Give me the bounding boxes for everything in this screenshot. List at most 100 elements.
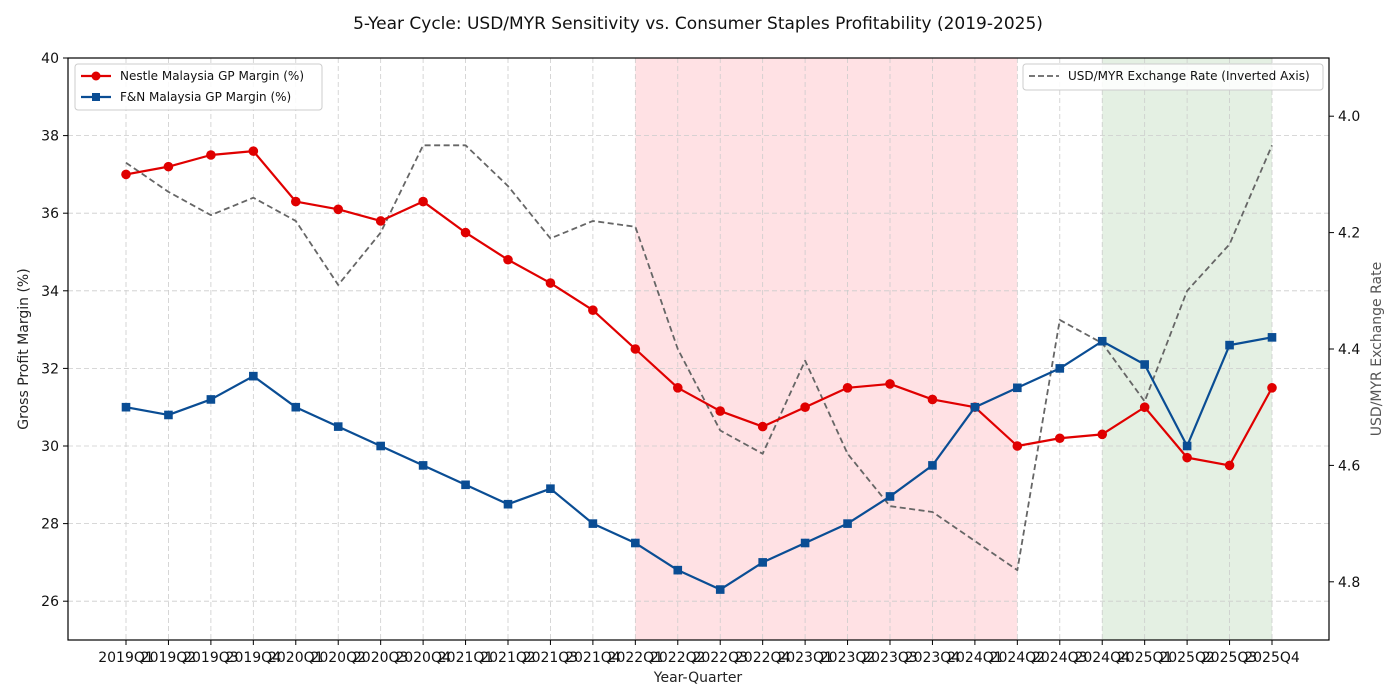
data-point-nestle xyxy=(1097,429,1108,440)
y-tick-label: 34 xyxy=(41,284,59,300)
legend-left-box xyxy=(74,63,323,111)
data-point-fn xyxy=(461,480,470,490)
x-tick-label: 2023Q2 xyxy=(820,650,876,666)
data-point-fn xyxy=(1182,441,1192,451)
data-point-fn xyxy=(1097,336,1107,346)
data-point-nestle xyxy=(333,204,344,215)
data-point-nestle xyxy=(927,394,938,405)
legend-fn-marker xyxy=(92,93,100,101)
x-tick-label: 2023Q3 xyxy=(862,650,918,666)
x-tick-label: 2025Q1 xyxy=(1117,650,1173,666)
x-tick-label: 2021Q1 xyxy=(438,650,494,666)
data-point-fn xyxy=(885,492,895,501)
data-point-fn xyxy=(291,402,301,412)
data-point-fn xyxy=(800,538,810,548)
data-point-fn xyxy=(928,461,937,470)
legend-nestle-label: Nestle Malaysia GP Margin (%) xyxy=(120,69,304,83)
x-tick-label: 2025Q2 xyxy=(1159,650,1215,666)
y-tick-label: 28 xyxy=(41,517,59,533)
x-tick-label: 2024Q4 xyxy=(1074,650,1130,666)
y-right-tick-label: 4.0 xyxy=(1338,109,1360,125)
x-tick-label: 2025Q3 xyxy=(1202,650,1258,666)
data-point-nestle xyxy=(545,278,556,288)
legend-usdmyr-label: USD/MYR Exchange Rate (Inverted Axis) xyxy=(1068,69,1310,83)
x-tick-label: 2022Q4 xyxy=(735,650,791,666)
data-point-nestle xyxy=(1012,441,1023,451)
x-tick-label: 2019Q3 xyxy=(183,650,239,666)
x-tick-label: 2022Q2 xyxy=(650,650,706,666)
x-tick-label: 2024Q1 xyxy=(947,650,1003,666)
data-point-nestle xyxy=(1139,402,1150,413)
x-tick-label: 2019Q1 xyxy=(98,650,154,666)
data-point-nestle xyxy=(418,196,428,207)
data-point-nestle xyxy=(715,406,726,416)
data-point-fn xyxy=(249,371,258,381)
data-point-nestle xyxy=(206,150,216,160)
x-tick-label: 2020Q3 xyxy=(353,650,409,666)
chart-title: 5-Year Cycle: USD/MYR Sensitivity vs. Co… xyxy=(353,14,1043,34)
data-point-fn xyxy=(1055,364,1065,373)
x-tick-label: 2021Q3 xyxy=(523,650,579,666)
data-point-fn xyxy=(206,395,216,404)
data-point-nestle xyxy=(121,169,131,180)
data-point-nestle xyxy=(672,383,683,393)
shaded-regions xyxy=(635,58,1272,640)
x-tick-label: 2021Q2 xyxy=(480,650,536,666)
data-point-fn xyxy=(164,410,173,420)
y-tick-label: 30 xyxy=(41,439,59,455)
x-tick-label: 2025Q4 xyxy=(1244,650,1300,666)
x-tick-label: 2020Q2 xyxy=(310,650,366,666)
data-point-fn xyxy=(758,558,767,567)
data-point-nestle xyxy=(1267,383,1277,393)
y-right-tick-label: 4.4 xyxy=(1338,342,1360,358)
data-point-fn xyxy=(376,441,385,451)
y-tick-label: 26 xyxy=(41,594,59,610)
data-point-nestle xyxy=(1224,460,1235,471)
data-point-nestle xyxy=(800,402,810,413)
x-tick-label: 2020Q1 xyxy=(268,650,324,666)
data-point-nestle xyxy=(248,146,259,156)
data-point-fn xyxy=(673,565,683,575)
series-line-usdmyr xyxy=(125,144,1273,572)
x-axis-label: Year-Quarter xyxy=(653,670,743,686)
y-axis-right-label: USD/MYR Exchange Rate xyxy=(1369,262,1385,436)
data-point-fn xyxy=(715,585,725,594)
x-tick-label: 2024Q3 xyxy=(1032,650,1088,666)
series-line-nestle xyxy=(125,150,1273,467)
legend-nestle-marker xyxy=(91,71,101,81)
legend-left: Nestle Malaysia GP Margin (%) F&N Malays… xyxy=(74,63,323,111)
data-point-nestle xyxy=(375,216,386,226)
data-point-fn xyxy=(631,538,640,548)
data-point-nestle xyxy=(1054,433,1065,444)
x-tick-label: 2021Q4 xyxy=(565,650,621,666)
data-point-fn xyxy=(546,484,555,493)
data-point-nestle xyxy=(757,421,768,432)
x-tick-label: 2019Q4 xyxy=(226,650,282,666)
legend-fn-label: F&N Malaysia GP Margin (%) xyxy=(120,90,291,104)
data-point-nestle xyxy=(290,196,301,207)
data-point-nestle xyxy=(163,161,174,172)
data-point-fn xyxy=(1267,333,1277,342)
y-tick-label: 36 xyxy=(41,206,59,222)
y-axis-left: 26 28 30 32 34 36 38 40 xyxy=(41,51,68,610)
data-point-fn xyxy=(503,499,513,509)
x-tick-label: 2022Q3 xyxy=(692,650,748,666)
legend-right: USD/MYR Exchange Rate (Inverted Axis) xyxy=(1022,63,1324,91)
data-point-nestle xyxy=(630,344,641,354)
data-point-nestle xyxy=(460,227,471,238)
series-group xyxy=(121,144,1277,594)
x-tick-label: 2019Q2 xyxy=(141,650,197,666)
series-line-fn xyxy=(125,336,1273,591)
data-point-nestle xyxy=(1182,452,1192,463)
x-tick-label: 2024Q2 xyxy=(990,650,1046,666)
data-point-fn xyxy=(588,519,598,528)
x-tick-label: 2020Q4 xyxy=(395,650,451,666)
data-point-nestle xyxy=(503,254,513,265)
x-tick-label: 2023Q1 xyxy=(777,650,833,666)
y-tick-label: 38 xyxy=(41,129,59,145)
x-tick-label: 2022Q1 xyxy=(608,650,664,666)
shaded-region-0 xyxy=(635,58,1018,640)
data-point-nestle xyxy=(885,379,895,389)
legend-right-box xyxy=(1022,63,1324,91)
